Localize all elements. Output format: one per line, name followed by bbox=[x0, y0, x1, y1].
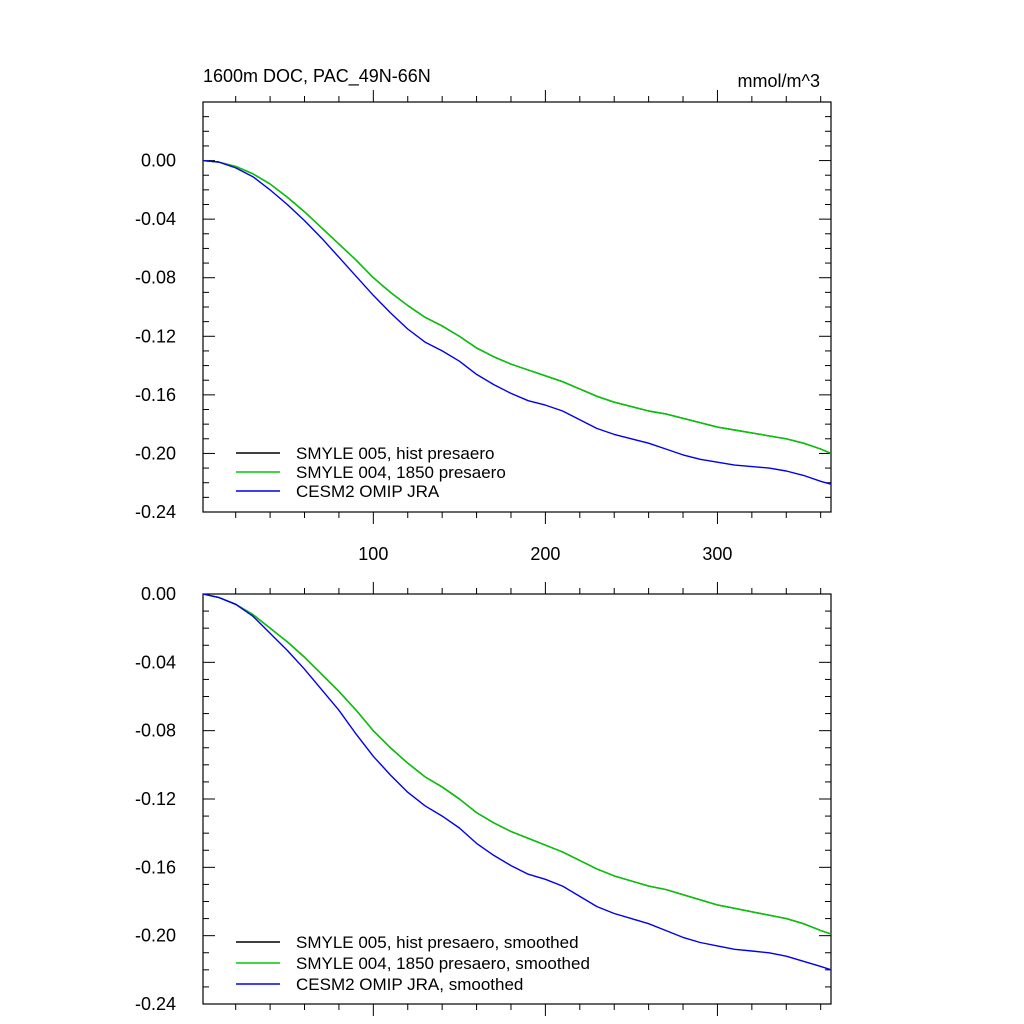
top-chart-panel: 0.00 -0.04 -0.08 -0.12 -0.16 -0.20 -0.24 100 200… bbox=[135, 90, 832, 564]
legend-label: CESM2 OMIP JRA bbox=[296, 482, 440, 501]
legend-label: SMYLE 005, hist presaero bbox=[296, 444, 494, 463]
x-tick-label: 300 bbox=[702, 544, 732, 564]
y-tick-label: -0.12 bbox=[135, 326, 176, 346]
bottom-chart-panel: 0.00 -0.04 -0.08 -0.12 -0.16 -0.20 -0.24 SMYLE … bbox=[135, 582, 832, 1016]
y-tick-label: -0.24 bbox=[135, 502, 176, 522]
y-tick-label: -0.04 bbox=[135, 652, 176, 672]
series-line-3 bbox=[202, 593, 832, 971]
series-line-1 bbox=[202, 593, 832, 935]
y-tick-label: -0.08 bbox=[135, 268, 176, 288]
y-tick-label: -0.04 bbox=[135, 209, 176, 229]
figure-units: mmol/m^3 bbox=[738, 71, 820, 91]
legend-label: SMYLE 004, 1850 presaero bbox=[296, 463, 506, 482]
y-tick-label: -0.16 bbox=[135, 857, 176, 877]
y-tick-label: 0.00 bbox=[141, 584, 176, 604]
y-tick-label: -0.20 bbox=[135, 926, 176, 946]
series-line-1 bbox=[202, 159, 832, 455]
y-tick-label: 0.00 bbox=[141, 151, 176, 171]
y-tick-label: -0.12 bbox=[135, 789, 176, 809]
figure-title: 1600m DOC, PAC_49N-66N bbox=[203, 66, 431, 87]
x-tick-label: 200 bbox=[530, 544, 560, 564]
legend-label: SMYLE 004, 1850 presaero, smoothed bbox=[296, 954, 590, 973]
y-tick-label: -0.24 bbox=[135, 994, 176, 1014]
y-tick-label: -0.08 bbox=[135, 721, 176, 741]
series-line-2 bbox=[202, 593, 832, 935]
y-tick-label: -0.16 bbox=[135, 385, 176, 405]
legend-label: SMYLE 005, hist presaero, smoothed bbox=[296, 933, 579, 952]
legend-label: CESM2 OMIP JRA, smoothed bbox=[296, 975, 523, 994]
series-line-2 bbox=[202, 159, 832, 455]
y-tick-label: -0.20 bbox=[135, 443, 176, 463]
x-tick-label: 100 bbox=[358, 544, 388, 564]
series-line-3 bbox=[202, 159, 832, 485]
